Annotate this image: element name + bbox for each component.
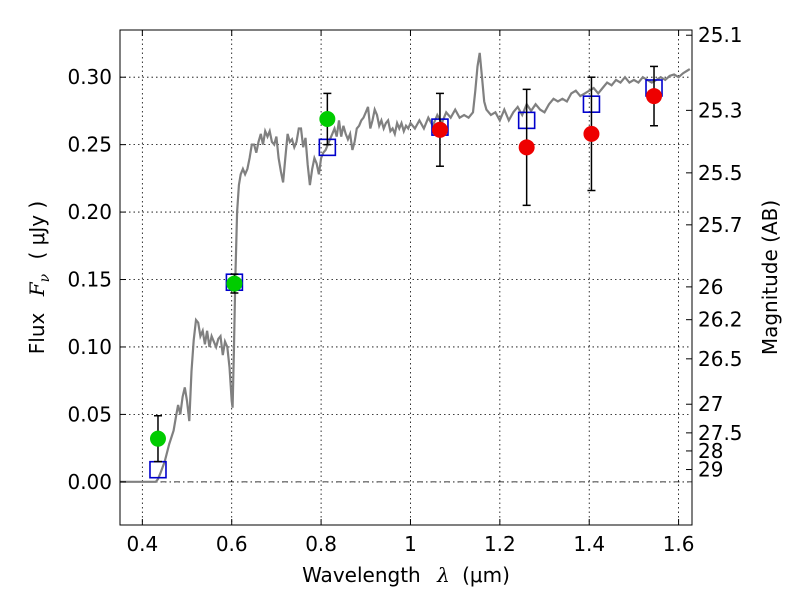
- mag-tick-label: 26.5: [698, 347, 743, 371]
- x-tick-label: 1.4: [573, 532, 605, 556]
- y-tick-label: 0.25: [67, 133, 112, 157]
- mag-tick-label: 28: [698, 439, 723, 463]
- y-axis-subscript: ν: [37, 273, 53, 282]
- x-tick-label: 1: [404, 532, 417, 556]
- x-tick-label: 1.6: [663, 532, 695, 556]
- nir-detection-point: [583, 125, 600, 142]
- x-tick-label: 0.6: [216, 532, 248, 556]
- nir-detection-point: [518, 139, 535, 156]
- y-tick-label: 0.15: [67, 268, 112, 292]
- mag-tick-label: 27: [698, 392, 723, 416]
- x-tick-label: 0.4: [126, 532, 158, 556]
- grid: [120, 30, 692, 525]
- optical-detection-point: [149, 430, 166, 447]
- mag-tick-label: 26.2: [698, 308, 743, 332]
- y-axis-label: Flux Fν ( μJy ): [25, 201, 54, 354]
- y-tick-label: 0.20: [67, 200, 112, 224]
- axis-ticks: 0.4 0.6 0.8 1 1.2 1.4 1.6 0.00 0.05 0.10 0.15 0.20 0…: [67, 23, 742, 556]
- x-axis-lambda: λ: [436, 563, 450, 587]
- mag-tick-label: 25.5: [698, 161, 743, 185]
- y-tick-label: 0.00: [67, 470, 112, 494]
- x-tick-label: 0.8: [305, 532, 337, 556]
- y-axis-label-text: Flux: [25, 313, 49, 355]
- mag-tick-label: 27.5: [698, 421, 743, 445]
- plot-frame: [119, 29, 693, 526]
- model-spectrum-line: [120, 52, 691, 483]
- y-tick-label: 0.10: [67, 335, 112, 359]
- mag-tick-label: 25.1: [698, 23, 743, 47]
- y2-axis-label: Magnitude (AB): [758, 200, 782, 355]
- nir-detection-point: [646, 88, 663, 105]
- optical-detection-point: [226, 275, 243, 292]
- nir-detection-point: [431, 121, 448, 138]
- mag-tick-label: 29: [698, 458, 723, 482]
- y-tick-label: 0.30: [67, 65, 112, 89]
- mag-tick-label: 25.3: [698, 98, 743, 122]
- y-axis-symbol: F: [25, 281, 49, 297]
- optical-detection-point: [319, 111, 336, 128]
- mag-tick-label: 25.7: [698, 213, 743, 237]
- data-markers: [149, 65, 663, 479]
- x-axis-unit: (μm): [462, 563, 510, 587]
- x-axis-label-text: Wavelength: [302, 563, 421, 587]
- x-axis-label: Wavelength λ (μm): [302, 563, 510, 587]
- mag-tick-label: 26: [698, 275, 723, 299]
- y-axis-unit: ( μJy ): [25, 201, 49, 260]
- x-tick-label: 1.2: [484, 532, 516, 556]
- y-tick-label: 0.05: [67, 402, 112, 426]
